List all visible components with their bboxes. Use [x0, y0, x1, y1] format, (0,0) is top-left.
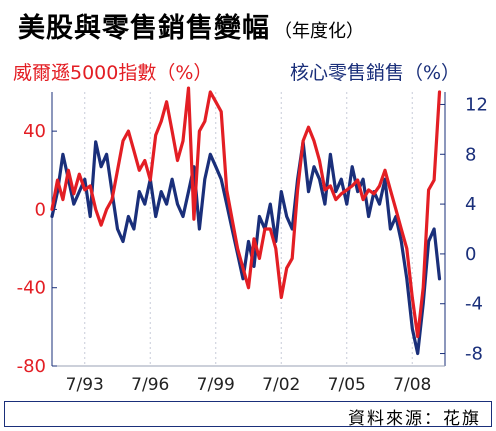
x-tick-label: 7/99	[197, 375, 235, 395]
x-tick-label: 7/05	[328, 375, 366, 395]
left-y-tick-label: -80	[17, 356, 46, 377]
chart-title: 美股與零售銷售變幅 （年度化）	[18, 6, 364, 45]
legend-index: 威爾遜5000指數（%）	[13, 62, 213, 84]
source-note: 資料來源：花旗	[348, 409, 481, 429]
axes	[51, 92, 446, 367]
source-box: 資料來源：花旗	[4, 401, 492, 429]
x-tick-label: 7/02	[262, 375, 300, 395]
right-y-tick-label: 4	[465, 194, 476, 215]
x-tick-label: 7/96	[131, 375, 169, 395]
legend-retail: 核心零售銷售（%）	[290, 62, 461, 84]
tick-labels: 7/93 7/96 7/99 7/02 7/05 7/08400-40-8012840-4…	[17, 94, 488, 395]
x-tick-label: 7/08	[393, 375, 431, 395]
series-line-retail	[50, 140, 442, 356]
right-y-tick-label: -4	[465, 294, 483, 315]
right-y-tick-label: 8	[465, 144, 476, 165]
title-text: 美股與零售銷售變幅	[18, 13, 270, 44]
right-y-tick-label: 0	[465, 244, 476, 265]
title-subtitle: （年度化）	[274, 21, 364, 42]
left-y-tick-label: 0	[35, 199, 46, 220]
left-y-tick-label: -40	[17, 278, 46, 299]
gridlines	[84, 92, 413, 366]
right-y-tick-label: 12	[465, 94, 488, 115]
series-lines	[50, 86, 442, 356]
left-y-tick-label: 40	[23, 121, 46, 142]
series-line-index	[50, 86, 442, 339]
right-y-tick-label: -8	[465, 344, 483, 365]
x-tick-label: 7/93	[66, 375, 104, 395]
